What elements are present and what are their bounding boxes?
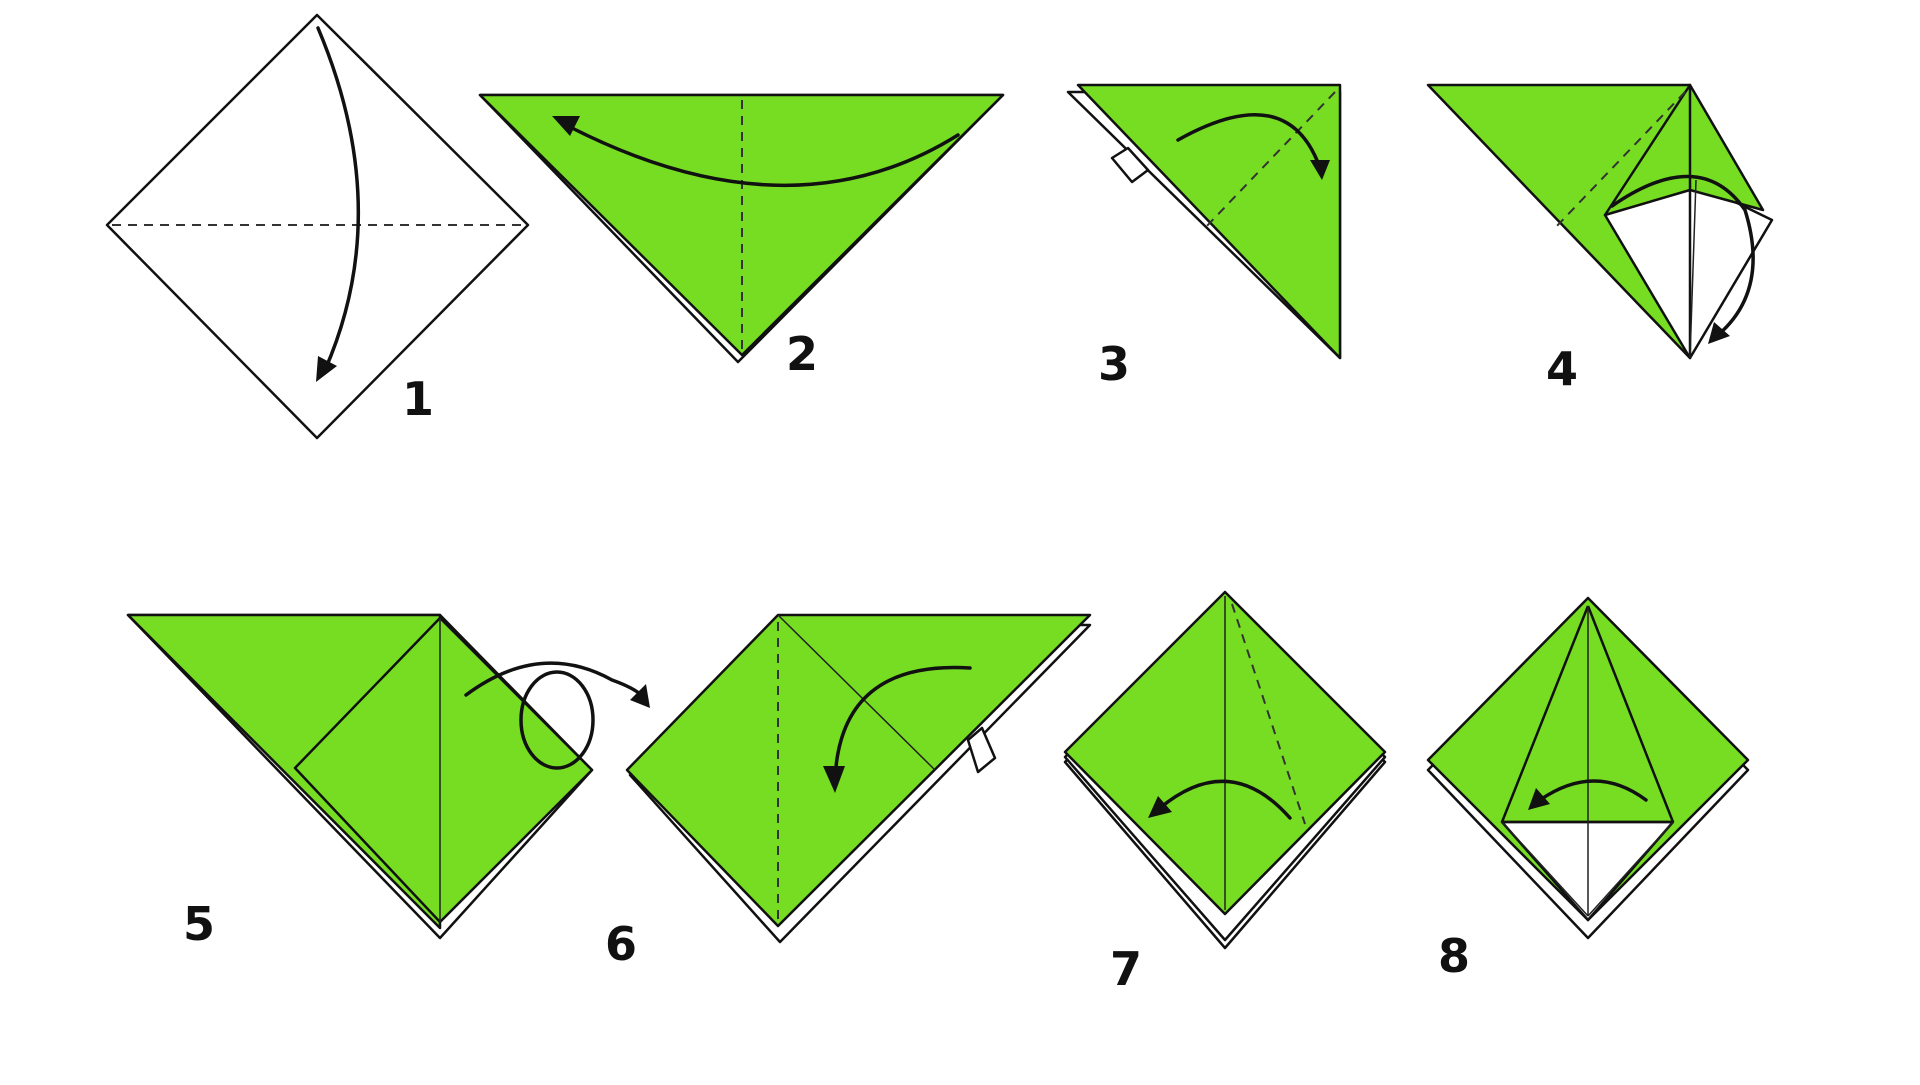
step-8-left-lower-edge bbox=[1501, 821, 1589, 917]
step-5-loop-arrow bbox=[519, 670, 595, 770]
step-4-figure bbox=[1426, 83, 1774, 360]
step-4-inner-line bbox=[1689, 179, 1697, 359]
step-5-arrowhead bbox=[630, 684, 650, 708]
step-3-fold-arrow bbox=[1176, 112, 1322, 170]
step-8-figure bbox=[1426, 596, 1750, 940]
step-1-number: 1 bbox=[402, 372, 434, 426]
step-8-kite-left bbox=[1500, 605, 1590, 823]
step-3-number: 3 bbox=[1098, 337, 1130, 391]
step-2-fold-arrow bbox=[566, 124, 960, 188]
step-3-pocket-tab bbox=[1110, 146, 1150, 184]
step-6-pocket-tab bbox=[966, 726, 997, 774]
step-2-number: 2 bbox=[786, 327, 818, 381]
step-6-figure bbox=[625, 613, 1092, 944]
step-6-fold-arrow bbox=[833, 665, 972, 782]
step-1-arrowhead bbox=[316, 356, 337, 382]
step-6-number: 6 bbox=[605, 917, 637, 971]
step-8-kite-right bbox=[1586, 605, 1675, 823]
step-5-number: 5 bbox=[183, 897, 215, 951]
step-5-figure bbox=[126, 613, 650, 940]
step-2-figure bbox=[478, 93, 1005, 364]
step-6-main-shape bbox=[625, 613, 1092, 928]
step-3-triangle bbox=[1076, 83, 1342, 360]
step-7-number: 7 bbox=[1110, 942, 1142, 996]
step-2-triangle bbox=[478, 93, 1005, 357]
step-1-square-paper bbox=[105, 13, 530, 440]
step-8-number: 8 bbox=[1438, 929, 1470, 983]
step-4-fold-arrow bbox=[1610, 174, 1755, 337]
step-2-arrowhead bbox=[552, 116, 580, 136]
step-4-number: 4 bbox=[1546, 342, 1578, 396]
step-8-fold-arrow bbox=[1538, 779, 1648, 802]
step-7-arrowhead bbox=[1148, 796, 1172, 818]
step-4-arrowhead bbox=[1708, 322, 1730, 344]
step-3-figure bbox=[1066, 83, 1342, 360]
step-6-diagonal-line bbox=[777, 614, 936, 771]
step-1-fold-arrow bbox=[316, 26, 360, 372]
step-7-figure bbox=[1063, 590, 1387, 950]
step-6-arrowhead bbox=[823, 766, 845, 793]
step-1-figure bbox=[105, 13, 530, 440]
step-7-diagonal-crease bbox=[1231, 603, 1306, 825]
step-5-turn-arrow bbox=[464, 661, 647, 702]
step-8-arrowhead bbox=[1528, 788, 1550, 810]
step-4-green-flap bbox=[1603, 83, 1765, 217]
step-7-fold-arrow bbox=[1158, 779, 1292, 820]
step-3-arrowhead bbox=[1310, 160, 1330, 180]
step-8-right-lower-edge bbox=[1587, 821, 1674, 917]
